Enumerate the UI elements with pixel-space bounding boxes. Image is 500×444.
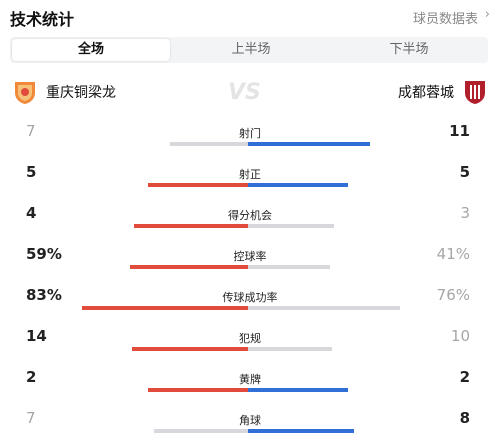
stat-row: 5 射正 5 [0, 157, 500, 198]
home-stat-bar [82, 306, 248, 310]
away-stat-bar [248, 388, 348, 392]
away-stat-value: 2 [459, 368, 470, 386]
stat-row: 4 得分机会 3 [0, 198, 500, 239]
stat-row: 7 射门 11 [0, 116, 500, 157]
home-team[interactable]: 重庆铜梁龙 [12, 79, 116, 105]
away-stat-bar [248, 183, 348, 187]
away-stat-value: 76% [436, 286, 470, 304]
stat-label: 传球成功率 [222, 291, 278, 304]
away-stat-value: 5 [459, 163, 470, 181]
player-stats-link[interactable]: 球员数据表 [412, 12, 478, 27]
away-stat-bar [248, 265, 330, 269]
home-stat-value: 7 [26, 122, 36, 140]
tab-full-match[interactable]: 全场 [12, 39, 170, 61]
home-stat-value: 4 [26, 204, 37, 222]
stat-row: 59% 控球率 41% [0, 239, 500, 280]
stats-header: 技术统计 球员数据表 › [0, 0, 500, 34]
period-tabs: 全场 上半场 下半场 [10, 37, 488, 63]
home-stat-value: 2 [26, 368, 37, 386]
home-stat-bar [148, 388, 248, 392]
away-stat-bar [248, 347, 332, 351]
stat-label: 角球 [239, 414, 261, 427]
stat-row: 83% 传球成功率 76% [0, 280, 500, 321]
stat-row: 2 黄牌 2 [0, 362, 500, 403]
away-stat-value: 8 [459, 409, 470, 427]
home-stat-value: 83% [26, 286, 62, 304]
tab-first-half[interactable]: 上半场 [231, 42, 271, 57]
teams-row: 重庆铜梁龙 VS 成都蓉城 [0, 76, 500, 110]
tab-second-half[interactable]: 下半场 [389, 42, 429, 57]
away-team[interactable]: 成都蓉城 [398, 79, 488, 105]
stats-list: 7 射门 11 5 射正 5 4 得分机会 3 59% 控球率 41% 83% 传球成功率 76% 14 犯规 1… [0, 116, 500, 444]
stat-label: 射正 [239, 168, 261, 181]
home-stat-value: 5 [26, 163, 37, 181]
home-stat-value: 14 [26, 327, 47, 345]
stat-label: 得分机会 [228, 209, 272, 222]
away-stat-bar [248, 224, 334, 228]
vs-mark: VS [228, 80, 261, 105]
away-team-name: 成都蓉城 [398, 85, 454, 101]
away-stat-bar [248, 429, 354, 433]
away-stat-value: 41% [436, 245, 470, 263]
home-team-name: 重庆铜梁龙 [46, 85, 116, 101]
away-stat-bar [248, 306, 400, 310]
away-team-logo-icon [465, 81, 485, 104]
away-stat-value: 3 [460, 204, 470, 222]
stat-label: 黄牌 [239, 373, 261, 386]
chevron-right-icon[interactable]: › [484, 7, 490, 22]
home-stat-bar [134, 224, 248, 228]
away-stat-bar [248, 142, 370, 146]
away-stat-value: 11 [449, 122, 470, 140]
home-stat-value: 7 [26, 409, 36, 427]
stat-row: 14 犯规 10 [0, 321, 500, 362]
home-stat-bar [132, 347, 248, 351]
home-stat-bar [154, 429, 248, 433]
home-stat-bar [170, 142, 248, 146]
home-team-logo-icon [15, 82, 35, 104]
home-stat-bar [130, 265, 248, 269]
home-stat-bar [148, 183, 248, 187]
stat-label: 控球率 [233, 250, 267, 263]
stat-label: 射门 [239, 127, 261, 140]
stat-row: 7 角球 8 [0, 403, 500, 444]
away-stat-value: 10 [450, 327, 470, 345]
stat-label: 犯规 [239, 332, 261, 345]
page-title: 技术统计 [10, 10, 75, 29]
home-stat-value: 59% [26, 245, 62, 263]
